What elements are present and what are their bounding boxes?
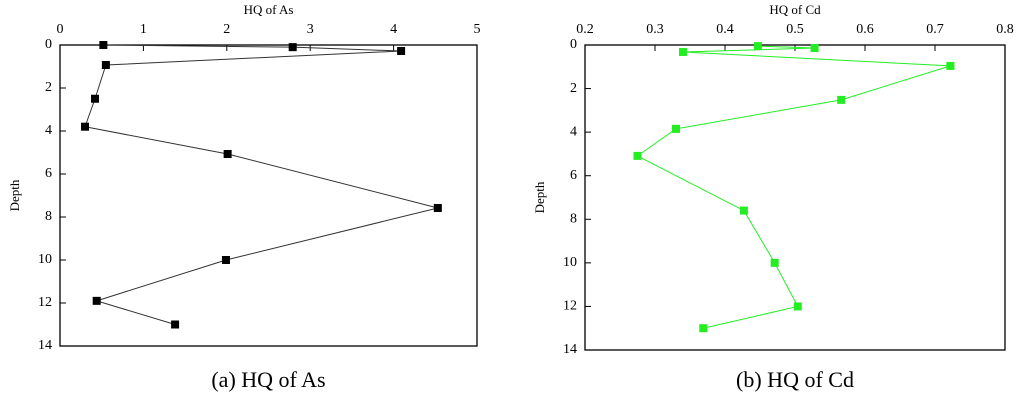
y-tick-label: 0 (570, 37, 577, 52)
data-line (636, 45, 951, 329)
x-tick-label: 0.3 (646, 22, 664, 37)
y-tick-label: 12 (38, 295, 52, 310)
y-tick-label: 12 (563, 299, 577, 314)
x-tick-label: 0.5 (786, 22, 804, 37)
y-tick-label: 14 (38, 338, 52, 353)
y-tick-label: 6 (570, 168, 577, 183)
x-axis-title: HQ of As (244, 2, 294, 17)
data-point (397, 47, 406, 56)
y-tick-label: 10 (38, 252, 52, 267)
x-tick-label: 0.8 (996, 22, 1014, 37)
y-axis-title: Depth (7, 179, 22, 211)
data-point (99, 41, 108, 49)
data-line (84, 44, 438, 325)
y-tick-label: 4 (570, 124, 577, 139)
data-point (92, 296, 101, 305)
x-tick-label: 2 (223, 22, 230, 37)
data-point (101, 60, 110, 69)
data-point (433, 203, 442, 212)
x-tick-label: 0.2 (576, 22, 594, 37)
x-tick-label: 0.6 (856, 22, 874, 37)
y-tick-label: 14 (563, 342, 577, 357)
y-tick-label: 8 (570, 212, 577, 227)
y-tick-label: 2 (45, 80, 52, 95)
x-axis-title: HQ of Cd (769, 2, 821, 17)
data-point (837, 95, 846, 104)
x-tick-label: 0.7 (926, 22, 944, 37)
data-point (770, 258, 779, 267)
y-tick-label: 4 (45, 123, 52, 138)
data-point (221, 256, 230, 264)
y-tick-label: 2 (570, 81, 577, 96)
plot-frame (59, 44, 478, 347)
caption: (a) HQ of As (211, 367, 325, 392)
data-point (633, 151, 642, 160)
data-point (679, 47, 687, 56)
y-tick-label: 0 (45, 37, 52, 52)
caption: (b) HQ of Cd (736, 367, 854, 392)
x-tick-label: 1 (140, 22, 147, 37)
y-tick-label: 8 (45, 209, 52, 224)
x-tick-label: 0.4 (716, 22, 734, 37)
y-axis-title: Depth (532, 181, 547, 213)
data-point (672, 124, 680, 133)
data-point (81, 122, 90, 131)
x-tick-label: 5 (474, 22, 481, 37)
data-point (793, 302, 802, 311)
data-point (753, 42, 762, 51)
x-tick-label: 3 (307, 22, 314, 37)
data-point (699, 324, 708, 333)
data-point (91, 94, 100, 103)
x-tick-label: 4 (390, 22, 397, 37)
data-point (946, 61, 955, 70)
data-point (810, 44, 819, 53)
data-point (739, 206, 748, 215)
x-tick-label: 0 (57, 22, 64, 37)
y-tick-label: 6 (45, 166, 52, 181)
data-point (223, 150, 232, 159)
y-tick-label: 10 (563, 255, 577, 270)
data-point (288, 43, 297, 52)
data-point (171, 320, 180, 329)
